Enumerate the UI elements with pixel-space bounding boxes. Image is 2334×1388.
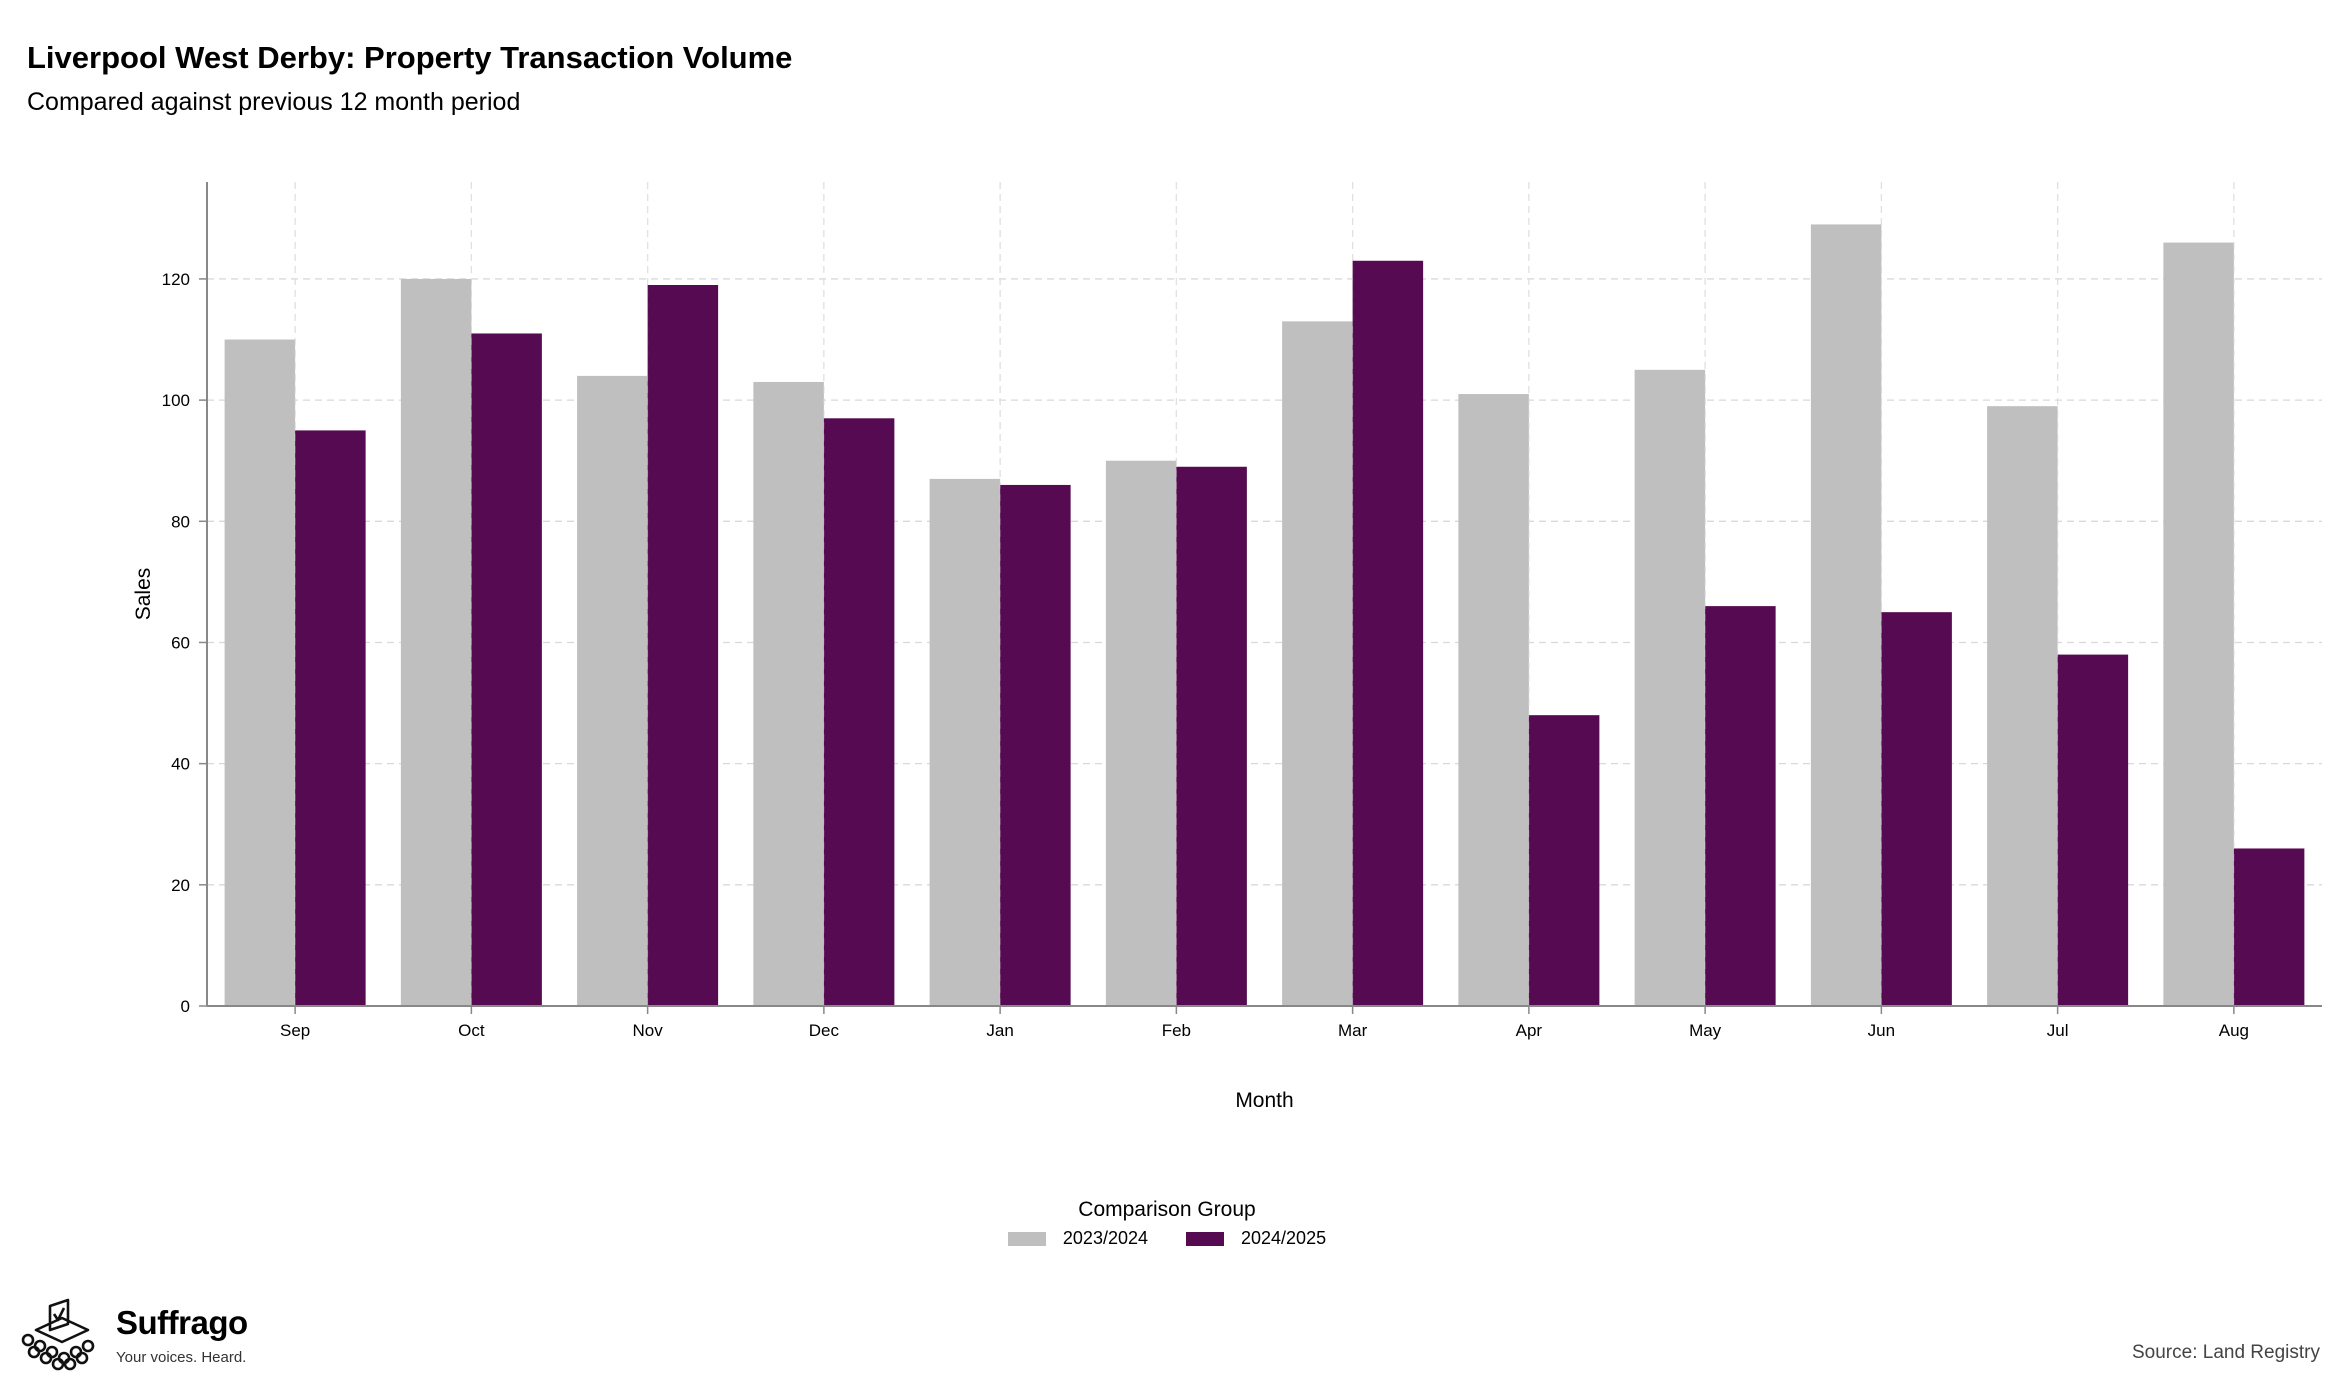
y-tick-label: 0 xyxy=(181,997,190,1016)
y-tick-label: 80 xyxy=(171,512,190,531)
bar xyxy=(1705,606,1776,1006)
legend-label-2023-2024: 2023/2024 xyxy=(1062,1228,1148,1248)
y-tick-label: 20 xyxy=(171,876,190,895)
x-tick-label: Jul xyxy=(2047,1021,2069,1040)
x-tick-label: Mar xyxy=(1338,1021,1368,1040)
x-tick-label: Sep xyxy=(280,1021,310,1040)
x-tick-label: Feb xyxy=(1162,1021,1191,1040)
x-tick-label: Nov xyxy=(633,1021,664,1040)
bar xyxy=(1810,224,1882,1007)
x-tick-label: Jun xyxy=(1868,1021,1895,1040)
x-tick-label: Aug xyxy=(2219,1021,2249,1040)
bar xyxy=(1528,715,1600,1006)
bar xyxy=(224,339,296,1006)
legend-label-2024-2025: 2024/2025 xyxy=(1241,1228,1327,1248)
x-tick-label: Dec xyxy=(809,1021,840,1040)
x-tick-label: Oct xyxy=(458,1021,485,1040)
bar xyxy=(929,478,1001,1007)
bar xyxy=(295,430,366,1007)
bar xyxy=(400,278,472,1006)
bar xyxy=(1176,466,1247,1006)
legend-items: 2023/2024 2024/2025 xyxy=(0,1228,2334,1249)
bar xyxy=(1458,394,1529,1006)
ballot-box-icon xyxy=(21,1298,95,1371)
y-tick-label: 40 xyxy=(171,755,190,774)
bar xyxy=(1634,369,1706,1007)
y-axis-title: Sales xyxy=(132,568,155,621)
bar xyxy=(753,381,824,1006)
bar xyxy=(471,333,542,1006)
legend-swatch-2023-2024 xyxy=(1007,1231,1046,1246)
bar xyxy=(1000,484,1071,1006)
bar xyxy=(1352,260,1424,1006)
legend: Comparison Group 2023/2024 2024/2025 xyxy=(0,1198,2334,1249)
chart-subtitle: Compared against previous 12 month perio… xyxy=(27,88,521,116)
brand-logo: Suffrago Your voices. Heard. xyxy=(14,1292,248,1372)
legend-title: Comparison Group xyxy=(1078,1198,1256,1221)
bar xyxy=(823,418,895,1006)
bar xyxy=(1105,460,1177,1006)
bar xyxy=(577,375,648,1007)
x-tick-label: May xyxy=(1689,1021,1722,1040)
bar xyxy=(647,285,719,1006)
source-note: Source: Land Registry xyxy=(2132,1342,2320,1363)
bar xyxy=(2233,848,2305,1006)
legend-item-2024-2025: 2024/2025 xyxy=(1186,1228,1326,1249)
legend-item-2023-2024: 2023/2024 xyxy=(1007,1228,1148,1249)
bar-chart: 0 20 40 60 80 100 120 Sep Oct Nov Dec Jan Feb Mar Apr M… xyxy=(132,182,2322,1112)
bar xyxy=(1881,612,1952,1006)
brand-tagline: Your voices. Heard. xyxy=(116,1349,247,1366)
y-tick-label: 120 xyxy=(162,270,190,289)
bar xyxy=(2163,242,2234,1006)
bar xyxy=(1987,406,2058,1006)
y-tick-label: 60 xyxy=(171,633,190,652)
x-axis-title: Month xyxy=(1235,1089,1293,1112)
legend-swatch-2024-2025 xyxy=(1186,1231,1224,1246)
brand-name: Suffrago xyxy=(116,1304,248,1341)
chart-title: Liverpool West Derby: Property Transacti… xyxy=(27,40,793,75)
bar xyxy=(1282,321,1353,1007)
y-tick-label: 100 xyxy=(162,391,190,410)
x-tick-label: Apr xyxy=(1516,1021,1543,1040)
x-tick-label: Jan xyxy=(986,1021,1013,1040)
bar xyxy=(2057,654,2129,1006)
